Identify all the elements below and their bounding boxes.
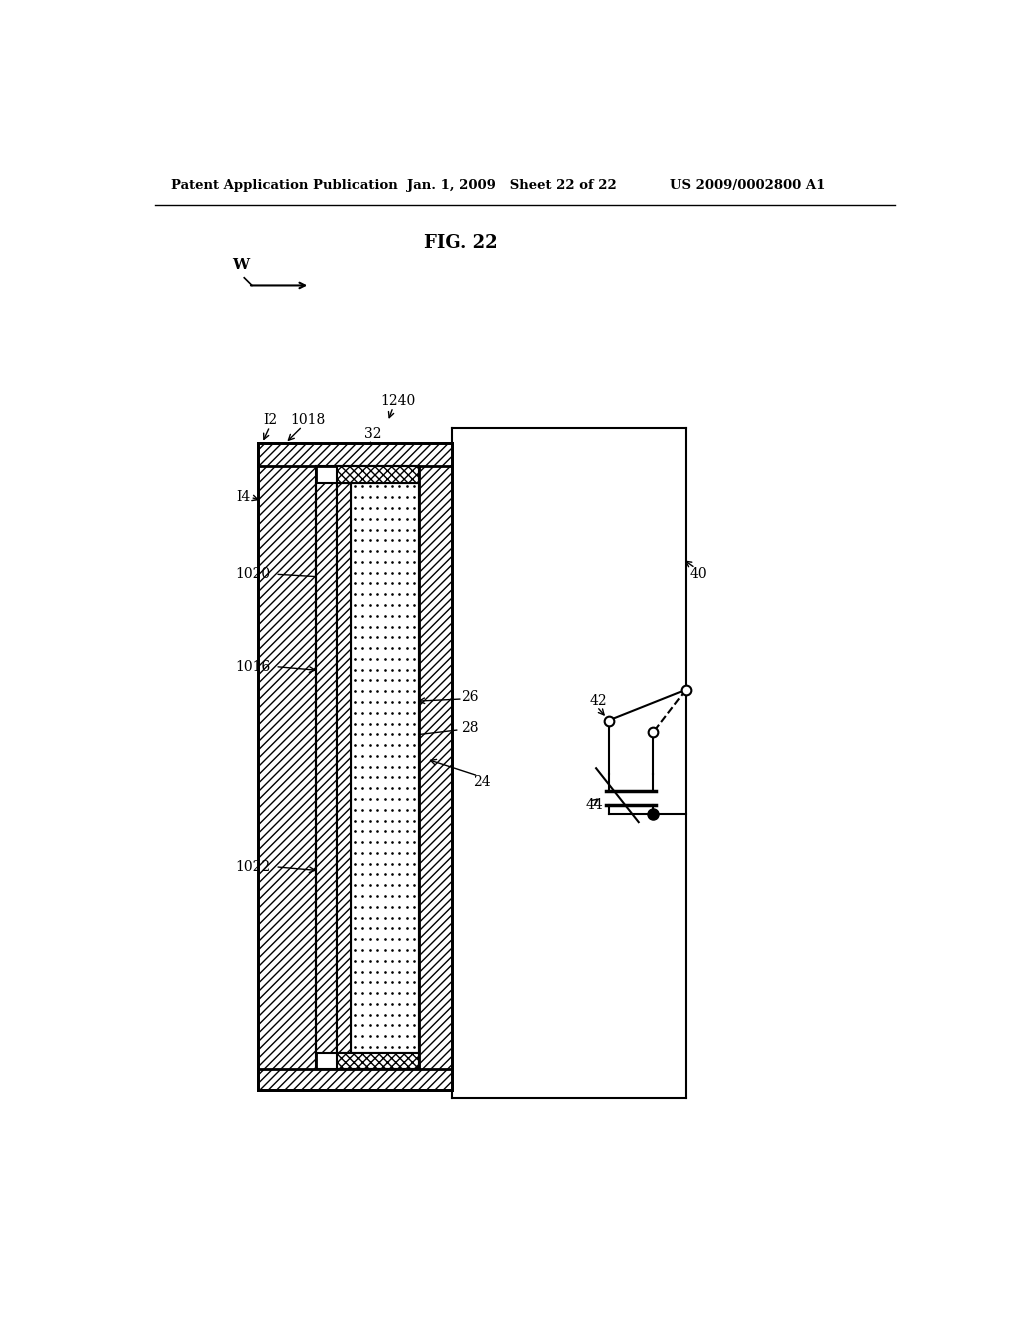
Bar [351,483,419,1053]
Text: W: W [232,259,250,272]
Text: 1018: 1018 [291,413,326,428]
Bar [337,466,419,483]
Text: I2: I2 [263,413,278,428]
Text: US 2009/0002800 A1: US 2009/0002800 A1 [671,178,826,191]
Bar [337,1053,419,1069]
Bar [258,444,315,1090]
Bar [419,444,452,1090]
Text: Patent Application Publication: Patent Application Publication [171,178,397,191]
Text: 44: 44 [586,799,603,812]
Bar [419,444,452,1090]
Bar [337,483,351,1053]
Text: 1020: 1020 [234,568,270,581]
Text: 32: 32 [351,1077,369,1090]
Text: I4: I4 [237,490,251,504]
Text: Jan. 1, 2009   Sheet 22 of 22: Jan. 1, 2009 Sheet 22 of 22 [407,178,616,191]
Bar [337,1053,419,1069]
Bar [258,444,452,466]
Bar [337,466,419,483]
Bar [315,483,337,1053]
Bar [258,444,452,466]
Text: 32: 32 [365,428,382,441]
Text: 1244: 1244 [375,1077,410,1090]
Text: FIG. 22: FIG. 22 [424,234,498,252]
Text: 24: 24 [473,775,490,789]
Bar [315,483,337,1053]
Text: 26: 26 [461,690,479,705]
Bar [258,444,315,1090]
Text: 1022: 1022 [234,859,270,874]
Bar [258,1069,452,1090]
Bar [258,1069,452,1090]
Text: 28: 28 [461,721,479,735]
Text: 1240: 1240 [380,393,415,408]
Text: 40: 40 [690,568,708,581]
Text: 1016: 1016 [234,660,270,673]
Bar [337,483,351,1053]
Text: 42: 42 [589,694,607,709]
